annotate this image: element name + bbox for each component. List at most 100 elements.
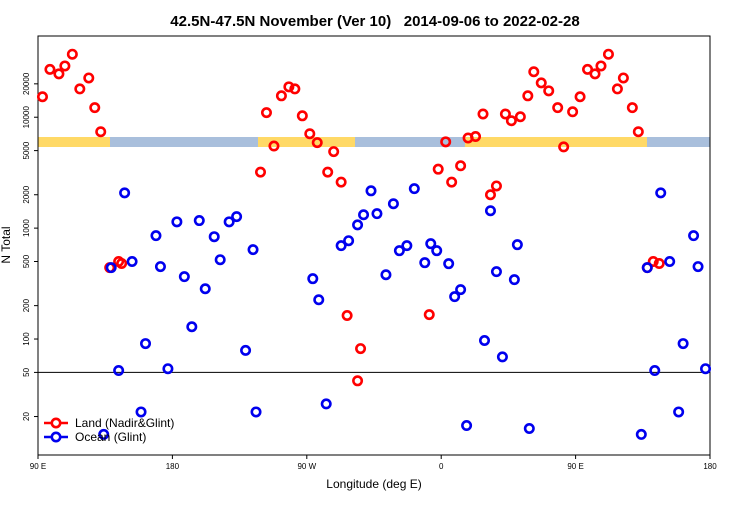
point xyxy=(673,406,685,418)
y-tick-label: 500 xyxy=(22,254,31,268)
point xyxy=(655,187,667,199)
point xyxy=(688,230,700,242)
point xyxy=(352,219,364,231)
x-tick-label: 180 xyxy=(703,462,717,471)
point xyxy=(477,108,489,120)
point xyxy=(59,60,71,72)
y-tick-label: 20000 xyxy=(22,72,31,95)
point xyxy=(358,209,370,221)
chart-title: 42.5N-47.5N November (Ver 10) 2014-09-06… xyxy=(170,13,579,30)
point xyxy=(408,183,420,195)
point xyxy=(135,406,147,418)
point xyxy=(461,420,473,432)
point xyxy=(371,208,383,220)
point xyxy=(380,269,392,281)
point xyxy=(677,338,689,350)
point xyxy=(311,137,323,149)
point xyxy=(522,90,534,102)
y-axis-label: N Total xyxy=(0,226,13,263)
point xyxy=(423,309,435,321)
x-tick-label: 0 xyxy=(439,462,444,471)
point xyxy=(126,256,138,268)
point xyxy=(641,262,653,274)
y-tick-label: 5000 xyxy=(22,141,31,159)
point xyxy=(307,273,319,285)
y-tick-label: 200 xyxy=(22,298,31,312)
point xyxy=(304,128,316,140)
y-tick-label: 10000 xyxy=(22,106,31,129)
legend-marker xyxy=(50,431,62,443)
point xyxy=(36,91,48,103)
point xyxy=(552,102,564,114)
point xyxy=(83,72,95,84)
point xyxy=(446,176,458,188)
point xyxy=(365,185,377,197)
x-tick-label: 90 E xyxy=(30,462,46,471)
ocean-band xyxy=(355,137,465,147)
point xyxy=(626,102,638,114)
point xyxy=(649,365,661,377)
point xyxy=(664,256,676,268)
ocean-band xyxy=(110,137,258,147)
point xyxy=(393,245,405,257)
point xyxy=(328,146,340,158)
plot-frame xyxy=(37,35,711,456)
point xyxy=(470,131,482,143)
point xyxy=(419,257,431,269)
point xyxy=(449,291,461,303)
point xyxy=(558,141,570,153)
point xyxy=(653,257,665,269)
point xyxy=(484,205,496,217)
point xyxy=(490,180,502,192)
point xyxy=(208,231,220,243)
land-band xyxy=(258,137,355,147)
point xyxy=(490,266,502,278)
point xyxy=(113,365,125,377)
point xyxy=(44,63,56,75)
point xyxy=(692,261,704,273)
point xyxy=(617,72,629,84)
point xyxy=(178,271,190,283)
x-tick-label: 90 E xyxy=(567,462,583,471)
point xyxy=(387,198,399,210)
land-band xyxy=(465,137,647,147)
point xyxy=(89,102,101,114)
point xyxy=(154,261,166,273)
point xyxy=(431,245,443,257)
point xyxy=(186,321,198,333)
point xyxy=(268,140,280,152)
point xyxy=(632,126,644,138)
point xyxy=(582,63,594,75)
point xyxy=(499,108,511,120)
ocean-band xyxy=(647,137,710,147)
point xyxy=(574,91,586,103)
point xyxy=(74,83,86,95)
point xyxy=(700,363,712,375)
point xyxy=(275,90,287,102)
point xyxy=(343,235,355,247)
point xyxy=(335,176,347,188)
point xyxy=(479,334,491,346)
point xyxy=(223,216,235,228)
point xyxy=(432,163,444,175)
point xyxy=(528,66,540,78)
point xyxy=(543,85,555,97)
point xyxy=(231,211,243,223)
point xyxy=(116,257,128,269)
point xyxy=(296,110,308,122)
point xyxy=(511,239,523,251)
point xyxy=(455,160,467,172)
point xyxy=(150,230,162,242)
point xyxy=(260,107,272,119)
point xyxy=(425,238,437,250)
y-tick-label: 2000 xyxy=(22,185,31,203)
point xyxy=(508,274,520,286)
point xyxy=(443,258,455,270)
point xyxy=(484,189,496,201)
y-tick-label: 50 xyxy=(22,367,31,376)
point xyxy=(352,375,364,387)
point xyxy=(335,240,347,252)
point xyxy=(455,284,467,296)
point xyxy=(322,166,334,178)
